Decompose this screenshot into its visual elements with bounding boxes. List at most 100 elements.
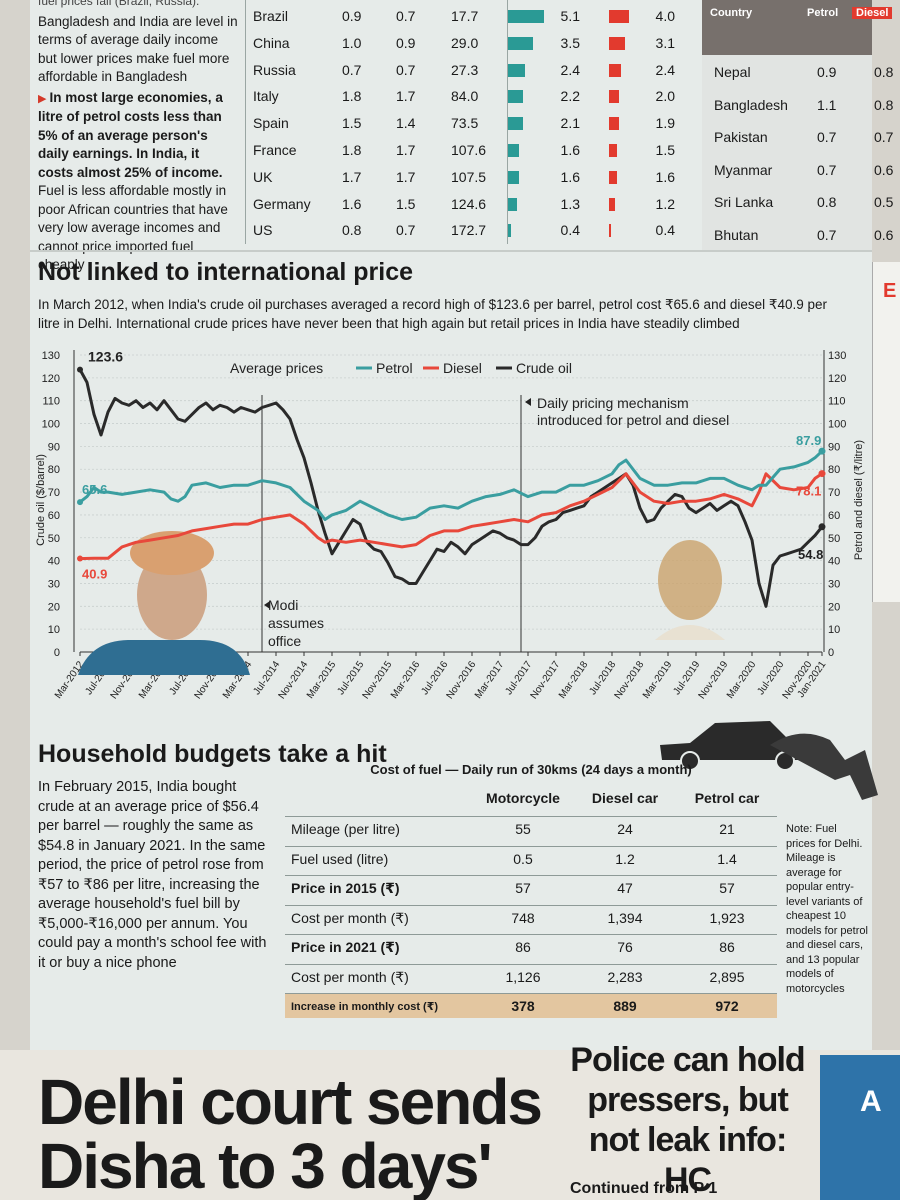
annotation-modi: Modi (268, 597, 298, 613)
cell: 86 (515, 939, 531, 955)
annotation-arrow-icon (525, 398, 531, 406)
diesel-price: 0.6 (874, 226, 894, 243)
country-row: Brazil 0.9 0.7 17.7 5.1 4.0 (245, 4, 690, 31)
bar-income-share-diesel (609, 170, 617, 184)
bar-income-share (508, 144, 520, 157)
headline-side[interactable]: Police can hold pressers, but not leak i… (570, 1041, 805, 1199)
cell: 1.5 (396, 195, 416, 212)
series-line-diesel (79, 472, 823, 561)
y-tick-right: 10 (828, 624, 840, 636)
cell: 84.0 (451, 88, 479, 105)
cell: 1.4 (396, 115, 416, 132)
country-name: Myanmar (714, 161, 773, 178)
bar-income-share-diesel (609, 144, 617, 157)
cell: 24 (617, 821, 633, 837)
data-label: 78.1 (796, 484, 821, 499)
news-section (0, 1050, 900, 1200)
series-start-point (77, 366, 83, 373)
headline-main[interactable]: Delhi court sends Disha to 3 days' (38, 1066, 543, 1200)
cell: 3.5 (560, 34, 580, 51)
portrait-left-image (78, 531, 250, 675)
neighbour-row: Nepal 0.9 0.8 (702, 58, 893, 88)
country-row: China 1.0 0.9 29.0 3.5 3.1 (245, 31, 690, 58)
country-row: UK 1.7 1.7 107.5 1.6 1.6 (245, 165, 690, 192)
bar-income-share (508, 117, 523, 131)
y-tick-right: 40 (828, 556, 840, 568)
petrol-price: 0.7 (817, 161, 837, 178)
table-row: Cost per month (₹) 1,126 2,283 2,895 (285, 963, 777, 989)
cell: 1.7 (342, 168, 362, 185)
country-row: US 0.8 0.7 172.7 0.4 0.4 (245, 218, 690, 245)
household-budget-text: In February 2015, India bought crude at … (38, 779, 267, 971)
country-name: UK (253, 168, 273, 185)
x-tick-label: Mar-2018 (557, 659, 591, 701)
cell: 0.4 (655, 222, 675, 239)
neighbour-row: Bhutan 0.7 0.6 (702, 221, 893, 251)
y-tick-left: 120 (42, 373, 60, 385)
diesel-price: 0.6 (874, 161, 894, 178)
cell: 27.3 (451, 61, 479, 78)
increase-row: Increase in monthly cost (₹) 378 889 972 (285, 993, 777, 1018)
cell: 0.9 (342, 8, 362, 24)
bar-income-share-diesel (609, 197, 615, 211)
diesel-price: 0.8 (874, 64, 894, 80)
petrol-price: 0.8 (817, 194, 837, 210)
y-tick-left: 60 (48, 510, 60, 522)
cost-table-header: Motorcycle Diesel car Petrol car (486, 790, 760, 806)
advertisement: A (820, 1055, 900, 1200)
neighbour-row: Bangladesh 1.1 0.8 (702, 91, 893, 121)
cell: 4.0 (655, 8, 675, 24)
bar-income-share-diesel (609, 10, 629, 23)
x-tick-label: Mar-2019 (641, 659, 675, 701)
country-name: Germany (253, 195, 311, 212)
legend-title: Average prices (230, 360, 323, 376)
cell: 57 (719, 880, 735, 896)
cell: 29.0 (451, 34, 479, 51)
cell: 1.6 (560, 168, 580, 185)
section-divider (30, 250, 872, 252)
neighbour-row: Myanmar 0.7 0.6 (702, 156, 893, 186)
country-row: Germany 1.6 1.5 124.6 1.3 1.2 (245, 192, 690, 219)
series-start-point (77, 499, 83, 506)
country-name: US (253, 222, 273, 239)
y-tick-left: 80 (48, 464, 60, 476)
table-row: Price in 2021 (₹) 86 76 86 (285, 934, 777, 959)
country-name: Italy (253, 88, 279, 105)
cell: 0.7 (396, 8, 416, 24)
annotation-daily-pricing: Daily pricing mechanism (537, 395, 689, 411)
y-tick-left: 110 (42, 396, 60, 408)
data-label: 123.6 (88, 349, 123, 365)
neighbour-row: Pakistan 0.7 0.7 (702, 123, 893, 153)
data-label: 40.9 (82, 567, 107, 582)
y-tick-right: 70 (828, 487, 840, 499)
fuel-price-chart: 0 0 10 10 20 20 30 30 40 40 50 50 60 60 70 70 80 80 90 90 10… (35, 349, 865, 702)
cell: 0.9 (396, 34, 416, 51)
petrol-price: 0.7 (817, 226, 837, 243)
cell: 1.2 (615, 850, 635, 867)
x-tick-label: Mar-2020 (725, 659, 759, 701)
cell: 172.7 (451, 222, 487, 239)
adjacent-article-box: E (872, 262, 900, 602)
cell: 86 (719, 939, 735, 955)
y-tick-right: 120 (828, 373, 846, 385)
y-axis-label-left: Crude oil ($/barrel) (35, 454, 47, 546)
series-end-point (818, 470, 826, 478)
petrol-price: 1.1 (817, 96, 837, 113)
cell: 1.8 (342, 88, 362, 105)
country-name: China (253, 34, 290, 51)
cell: 47 (617, 880, 633, 896)
table-row: Mileage (per litre) 55 24 21 (285, 816, 777, 841)
table-row: Cost per month (₹) 748 1,394 1,923 (285, 904, 777, 930)
country-row: France 1.8 1.7 107.6 1.6 1.5 (245, 138, 690, 165)
y-tick-right: 20 (828, 601, 840, 613)
bar-income-share (508, 36, 533, 50)
bar-income-share (508, 224, 511, 238)
bar-income-share (508, 90, 524, 104)
section-subtitle: In March 2012, when India's crude oil pu… (38, 297, 827, 331)
cell: 1.6 (342, 195, 362, 212)
cell: 73.5 (451, 115, 479, 132)
cell: 1,126 (505, 968, 541, 985)
fuel-nozzle-icon (770, 733, 878, 800)
row-label: Mileage (per litre) (291, 821, 400, 837)
